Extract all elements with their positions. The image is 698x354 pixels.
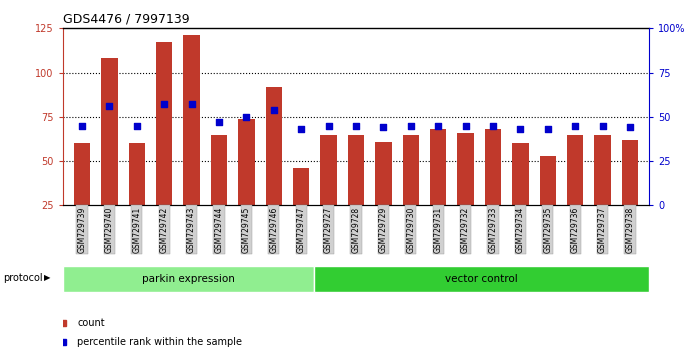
Text: GSM729744: GSM729744 [214, 206, 223, 253]
Point [350, 123, 362, 129]
Point [460, 123, 471, 129]
Bar [156, 42, 172, 250]
Text: GSM729728: GSM729728 [352, 206, 360, 253]
Bar [128, 143, 145, 250]
Text: GSM729743: GSM729743 [187, 206, 196, 253]
Text: GSM729733: GSM729733 [489, 206, 498, 253]
Point [570, 123, 581, 129]
Bar [348, 135, 364, 250]
Bar [457, 133, 474, 250]
Bar [314, 266, 649, 292]
Point [158, 102, 170, 107]
Bar [238, 119, 255, 250]
Text: GSM729740: GSM729740 [105, 206, 114, 253]
Bar [594, 135, 611, 250]
Text: GSM729738: GSM729738 [625, 206, 634, 253]
Bar [484, 129, 501, 250]
Point [76, 123, 87, 129]
Text: GSM729727: GSM729727 [324, 206, 333, 253]
Point [625, 125, 636, 130]
Text: GSM729730: GSM729730 [406, 206, 415, 253]
Bar [293, 168, 309, 250]
Point [406, 123, 417, 129]
Text: GDS4476 / 7997139: GDS4476 / 7997139 [63, 13, 189, 26]
Text: GSM729731: GSM729731 [433, 206, 443, 253]
Point [487, 123, 498, 129]
Text: ▶: ▶ [44, 273, 51, 282]
Bar [63, 266, 314, 292]
Bar [512, 143, 528, 250]
Text: GSM729734: GSM729734 [516, 206, 525, 253]
Bar [375, 142, 392, 250]
Text: protocol: protocol [3, 273, 43, 283]
Bar [320, 135, 337, 250]
Text: GSM729739: GSM729739 [77, 206, 87, 253]
Bar [567, 135, 584, 250]
Point [214, 119, 225, 125]
Point [295, 126, 306, 132]
Point [241, 114, 252, 120]
Point [323, 123, 334, 129]
Bar [622, 140, 638, 250]
Text: percentile rank within the sample: percentile rank within the sample [77, 337, 242, 347]
Bar [184, 35, 200, 250]
Bar [211, 135, 228, 250]
Bar [430, 129, 447, 250]
Text: GSM729732: GSM729732 [461, 206, 470, 253]
Point [104, 103, 115, 109]
Text: GSM729729: GSM729729 [379, 206, 388, 253]
Point [597, 123, 608, 129]
Bar [403, 135, 419, 250]
Point [131, 123, 142, 129]
Bar [101, 58, 118, 250]
Text: GSM729742: GSM729742 [160, 206, 169, 253]
Bar [265, 87, 282, 250]
Point [186, 102, 197, 107]
Text: GSM729741: GSM729741 [133, 206, 141, 253]
Point [433, 123, 444, 129]
Point [542, 126, 554, 132]
Bar [540, 156, 556, 250]
Text: GSM729745: GSM729745 [242, 206, 251, 253]
Text: GSM729736: GSM729736 [571, 206, 579, 253]
Text: count: count [77, 318, 105, 328]
Bar [74, 143, 90, 250]
Text: GSM729735: GSM729735 [543, 206, 552, 253]
Point [378, 125, 389, 130]
Point [268, 107, 279, 113]
Point [515, 126, 526, 132]
Text: vector control: vector control [445, 274, 518, 284]
Text: GSM729737: GSM729737 [598, 206, 607, 253]
Text: parkin expression: parkin expression [142, 274, 235, 284]
Text: GSM729747: GSM729747 [297, 206, 306, 253]
Text: GSM729746: GSM729746 [269, 206, 279, 253]
